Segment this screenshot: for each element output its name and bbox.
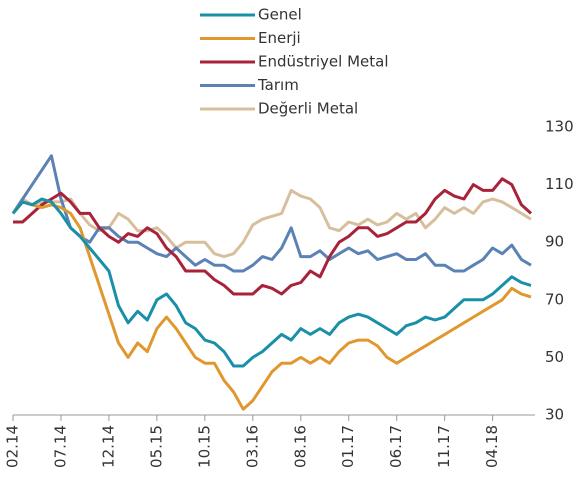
legend-label: Tarım — [257, 76, 299, 94]
legend-label: Endüstriyel Metal — [258, 53, 389, 71]
x-tick-label: 03.16 — [243, 425, 261, 468]
y-tick-label: 90 — [545, 233, 564, 251]
x-tick-label: 11.17 — [435, 425, 453, 468]
series-line — [13, 177, 533, 296]
x-tick-label: 06.17 — [387, 425, 405, 468]
y-tick-label: 70 — [545, 290, 564, 308]
y-tick-label: 110 — [545, 175, 574, 193]
y-tick-label: 30 — [545, 406, 564, 424]
legend-label: Genel — [258, 6, 302, 24]
x-tick-label: 04.18 — [483, 425, 501, 468]
x-tick-label: 05.15 — [147, 425, 165, 468]
x-tick-label: 12.14 — [99, 425, 117, 468]
legend-label: Değerli Metal — [258, 100, 358, 118]
series-line — [11, 200, 532, 411]
x-tick-label: 07.14 — [51, 425, 69, 468]
series-line — [11, 197, 532, 368]
x-tick-label: 02.14 — [4, 425, 22, 468]
y-tick-label: 50 — [545, 348, 564, 366]
series-line — [11, 188, 532, 259]
x-tick-label: 10.15 — [195, 425, 213, 468]
y-tick-label: 130 — [545, 118, 574, 136]
legend-label: Enerji — [258, 29, 301, 47]
x-tick-label: 01.17 — [339, 425, 357, 468]
x-tick-label: 08.16 — [291, 425, 309, 468]
